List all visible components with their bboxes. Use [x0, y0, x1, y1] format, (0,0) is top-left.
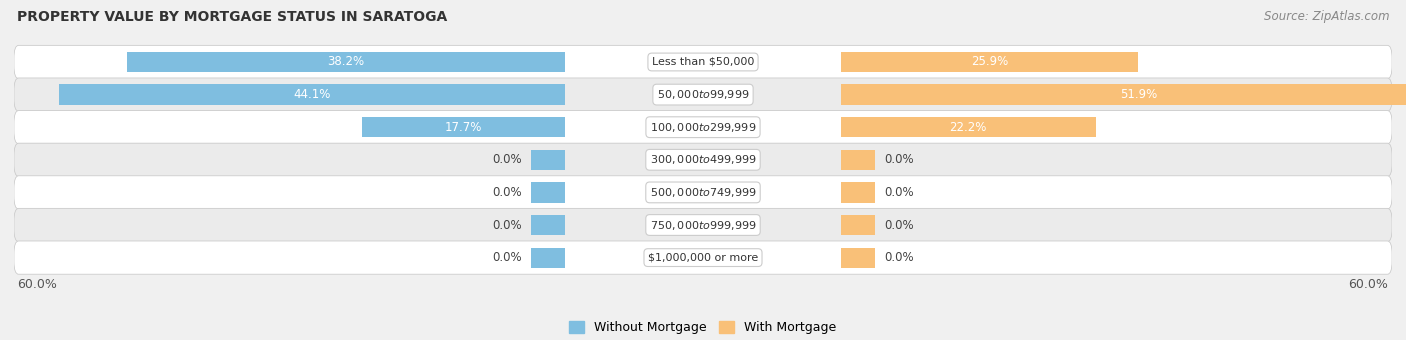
Text: 0.0%: 0.0% [884, 251, 914, 264]
FancyBboxPatch shape [14, 241, 1392, 274]
FancyBboxPatch shape [14, 143, 1392, 176]
Text: 0.0%: 0.0% [492, 153, 522, 166]
Text: 60.0%: 60.0% [17, 278, 58, 291]
Bar [127, 52, 565, 72]
Text: Source: ZipAtlas.com: Source: ZipAtlas.com [1264, 10, 1389, 23]
Bar [531, 248, 565, 268]
Bar [841, 52, 1139, 72]
FancyBboxPatch shape [14, 110, 1392, 144]
Text: 0.0%: 0.0% [884, 219, 914, 232]
Bar [59, 84, 565, 105]
Text: Less than $50,000: Less than $50,000 [652, 57, 754, 67]
Text: 60.0%: 60.0% [1348, 278, 1389, 291]
Text: PROPERTY VALUE BY MORTGAGE STATUS IN SARATOGA: PROPERTY VALUE BY MORTGAGE STATUS IN SAR… [17, 10, 447, 24]
Legend: Without Mortgage, With Mortgage: Without Mortgage, With Mortgage [564, 316, 842, 339]
Bar [841, 248, 875, 268]
Bar [531, 215, 565, 235]
Text: 0.0%: 0.0% [884, 186, 914, 199]
Bar [841, 150, 875, 170]
Bar [531, 182, 565, 203]
Text: 17.7%: 17.7% [444, 121, 482, 134]
FancyBboxPatch shape [14, 208, 1392, 242]
Text: 25.9%: 25.9% [972, 55, 1008, 68]
Text: $1,000,000 or more: $1,000,000 or more [648, 253, 758, 262]
Bar [531, 150, 565, 170]
Text: $750,000 to $999,999: $750,000 to $999,999 [650, 219, 756, 232]
Bar [841, 117, 1095, 137]
Bar [841, 84, 1406, 105]
Text: $50,000 to $99,999: $50,000 to $99,999 [657, 88, 749, 101]
Bar [841, 215, 875, 235]
Text: 0.0%: 0.0% [884, 153, 914, 166]
Bar [841, 182, 875, 203]
Text: $500,000 to $749,999: $500,000 to $749,999 [650, 186, 756, 199]
Text: 44.1%: 44.1% [294, 88, 330, 101]
Text: 22.2%: 22.2% [949, 121, 987, 134]
FancyBboxPatch shape [14, 176, 1392, 209]
Text: $300,000 to $499,999: $300,000 to $499,999 [650, 153, 756, 166]
Text: $100,000 to $299,999: $100,000 to $299,999 [650, 121, 756, 134]
Text: 0.0%: 0.0% [492, 219, 522, 232]
Bar [361, 117, 565, 137]
FancyBboxPatch shape [14, 45, 1392, 79]
Text: 38.2%: 38.2% [328, 55, 364, 68]
Text: 51.9%: 51.9% [1121, 88, 1157, 101]
Text: 0.0%: 0.0% [492, 251, 522, 264]
FancyBboxPatch shape [14, 78, 1392, 111]
Text: 0.0%: 0.0% [492, 186, 522, 199]
